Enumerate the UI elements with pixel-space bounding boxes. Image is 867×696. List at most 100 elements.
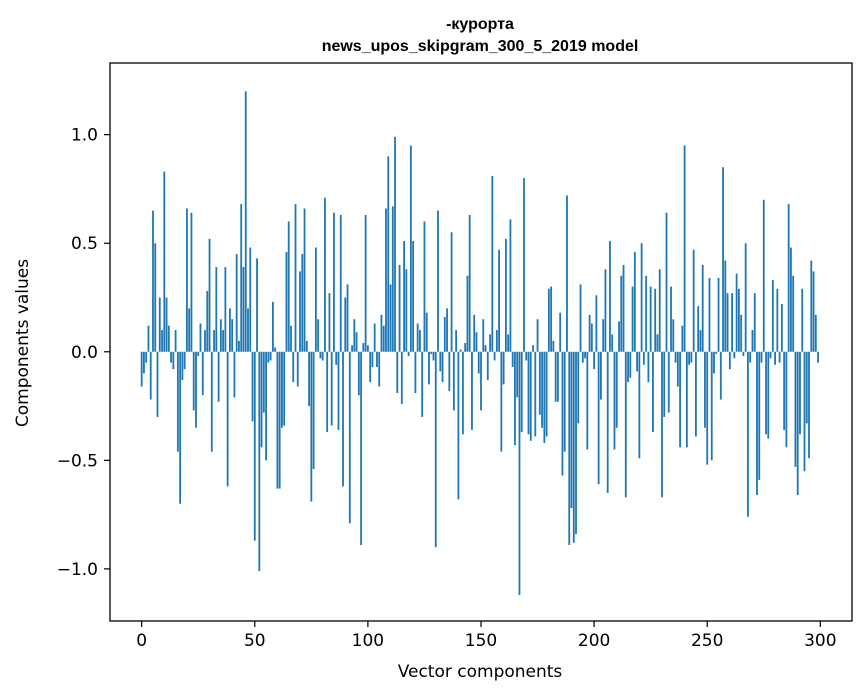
bar-88 <box>339 214 342 352</box>
bar-24 <box>195 351 197 428</box>
bar-161 <box>504 238 507 352</box>
bar-291 <box>799 351 801 435</box>
bar-282 <box>778 351 781 363</box>
bar-127 <box>428 351 430 385</box>
bar-97 <box>360 351 363 546</box>
x-tick-label: 150 <box>465 631 497 651</box>
bar-4 <box>149 351 152 400</box>
bar-230 <box>661 351 663 498</box>
bar-135 <box>446 308 448 352</box>
bar-91 <box>346 284 349 352</box>
bar-72 <box>303 208 306 352</box>
bar-248 <box>701 264 704 352</box>
bar-288 <box>792 275 795 352</box>
bar-45 <box>242 267 245 352</box>
bar-75 <box>310 351 313 502</box>
bar-297 <box>812 271 815 352</box>
bar-65 <box>287 221 290 352</box>
bar-180 <box>547 288 550 352</box>
bar-31 <box>210 351 213 452</box>
bar-290 <box>796 351 799 496</box>
bar-53 <box>260 351 263 448</box>
bar-151 <box>482 319 485 352</box>
bar-105 <box>378 351 381 387</box>
bar-30 <box>208 238 211 352</box>
bar-22 <box>190 212 193 352</box>
bar-191 <box>572 351 575 543</box>
bar-106 <box>380 314 383 352</box>
bar-84 <box>330 351 333 426</box>
bar-110 <box>389 284 392 352</box>
bar-213 <box>622 264 625 352</box>
bar-266 <box>742 351 745 357</box>
bar-220 <box>638 351 641 459</box>
bar-86 <box>335 351 338 365</box>
bar-64 <box>285 251 288 352</box>
bar-141 <box>459 349 462 352</box>
bar-190 <box>570 351 573 509</box>
x-tick-label: 250 <box>691 631 723 651</box>
bar-259 <box>726 293 729 352</box>
bar-2 <box>145 351 148 363</box>
bar-103 <box>373 323 376 352</box>
bar-13 <box>170 351 172 363</box>
bar-67 <box>292 351 295 383</box>
bar-12 <box>167 325 170 352</box>
bar-48 <box>249 247 252 352</box>
bar-66 <box>290 325 292 352</box>
bar-195 <box>581 351 584 363</box>
bar-85 <box>333 212 335 352</box>
bar-253 <box>713 351 715 374</box>
bar-250 <box>706 351 709 465</box>
bar-60 <box>276 351 279 489</box>
bar-257 <box>722 167 724 352</box>
chart-title: -курорта <box>446 16 514 33</box>
bar-130 <box>434 351 437 548</box>
bar-27 <box>201 351 204 396</box>
bar-202 <box>597 351 600 485</box>
bar-28 <box>204 330 206 352</box>
bar-252 <box>710 351 713 461</box>
bar-293 <box>803 351 806 472</box>
bar-298 <box>814 314 817 352</box>
bar-143 <box>464 343 467 352</box>
bar-77 <box>314 247 317 352</box>
bar-52 <box>258 351 261 572</box>
bar-232 <box>665 212 668 352</box>
bar-239 <box>681 325 684 352</box>
bar-128 <box>430 351 433 354</box>
bar-284 <box>783 351 786 430</box>
bar-125 <box>423 221 426 352</box>
bar-205 <box>604 269 607 352</box>
bar-270 <box>751 330 754 352</box>
bar-6 <box>154 243 157 352</box>
bar-95 <box>355 332 358 352</box>
bar-169 <box>523 178 525 352</box>
bar-211 <box>618 321 620 352</box>
bar-78 <box>317 319 320 352</box>
bar-8 <box>158 297 161 352</box>
bar-37 <box>224 267 227 352</box>
bar-198 <box>588 314 591 352</box>
bar-94 <box>353 319 356 352</box>
bar-43 <box>238 340 240 352</box>
bar-174 <box>534 351 537 437</box>
bar-216 <box>629 351 632 378</box>
bar-122 <box>416 323 419 352</box>
bar-278 <box>769 351 772 359</box>
bar-36 <box>222 330 225 352</box>
bar-294 <box>805 351 808 424</box>
bar-162 <box>507 334 510 352</box>
bar-217 <box>631 286 634 352</box>
x-axis-label: Vector components <box>398 662 563 682</box>
bar-192 <box>575 351 577 535</box>
bar-71 <box>301 254 304 352</box>
bar-244 <box>692 249 695 352</box>
bar-222 <box>642 351 645 365</box>
y-tick-label: −1.0 <box>57 560 98 580</box>
bar-163 <box>509 219 512 352</box>
bar-3 <box>147 325 150 352</box>
bar-184 <box>557 351 559 402</box>
bar-203 <box>599 351 602 400</box>
bar-219 <box>636 351 638 372</box>
